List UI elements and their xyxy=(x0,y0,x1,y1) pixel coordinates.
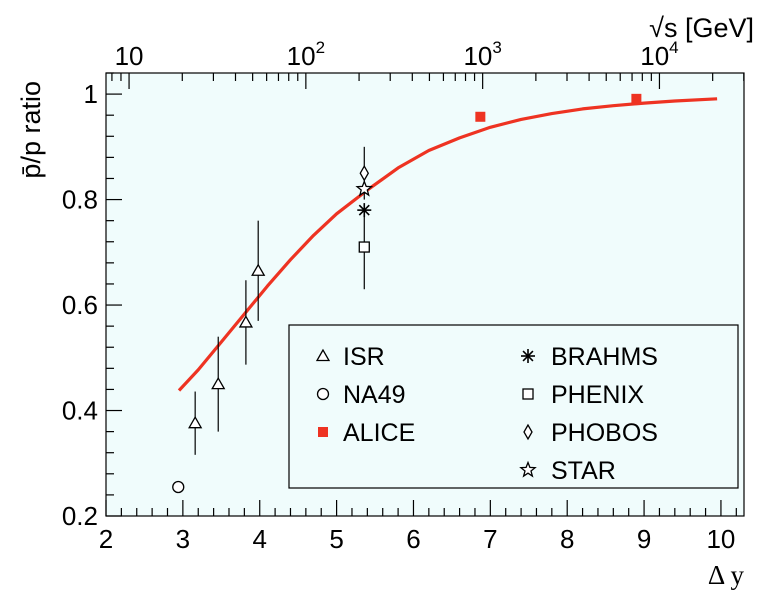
y-tick-label: 0.2 xyxy=(62,501,98,531)
y-axis-title: p̄/p ratio xyxy=(16,81,46,179)
point-phobos xyxy=(359,164,370,182)
legend-label: BRAHMS xyxy=(551,343,658,371)
x-tick-label: 7 xyxy=(483,524,497,554)
legend-label: PHOBOS xyxy=(551,419,658,447)
top-tick-exponent: 4 xyxy=(669,38,678,57)
x-tick-label: 2 xyxy=(99,524,113,554)
legend-marker-brahms xyxy=(521,349,535,363)
top-axis-title: √s [GeV] xyxy=(649,13,754,43)
asterisk-stroke xyxy=(522,350,534,362)
x-tick-label: 4 xyxy=(253,524,267,554)
legend-label: ISR xyxy=(343,343,385,371)
legend-marker-alice xyxy=(318,427,328,437)
legend-marker-phenix xyxy=(522,388,534,400)
x-tick-label: 6 xyxy=(406,524,420,554)
legend-label: PHENIX xyxy=(551,381,644,409)
top-tick-label: 103 xyxy=(463,38,501,71)
point-alice xyxy=(475,111,486,122)
fit-curve-layer xyxy=(177,97,718,392)
legend-label: STAR xyxy=(551,457,616,485)
x-tick-label: 10 xyxy=(706,524,735,554)
x-tick-label: 9 xyxy=(637,524,651,554)
x-tick-label: 5 xyxy=(329,524,343,554)
y-tick-label: 0.8 xyxy=(62,185,98,215)
top-tick-exponent: 3 xyxy=(492,38,501,57)
data-points-layer xyxy=(172,93,642,494)
legend-marker-phobos xyxy=(523,423,533,441)
legend: ISR NA49 ALICE BRAHMS PHENIX PHOBOS STAR xyxy=(288,324,739,489)
x-tick-label: 8 xyxy=(560,524,574,554)
top-tick-label: 102 xyxy=(287,38,325,71)
fit-curve xyxy=(177,97,718,392)
point-alice xyxy=(631,93,642,104)
point-brahms xyxy=(357,203,372,218)
top-tick-exponent: 2 xyxy=(316,38,325,57)
point-isr xyxy=(211,376,226,390)
legend-marker-na49 xyxy=(316,387,330,401)
legend-box xyxy=(288,324,739,489)
asterisk-stroke xyxy=(358,204,370,216)
point-isr xyxy=(188,415,203,429)
point-star xyxy=(355,179,374,197)
legend-marker-star xyxy=(519,460,537,478)
point-na49 xyxy=(172,480,185,494)
point-phenix xyxy=(358,241,370,253)
x-axis-title: Δ y xyxy=(708,560,745,590)
x-tick-label: 3 xyxy=(176,524,190,554)
y-tick-label: 1 xyxy=(84,79,98,109)
legend-label: ALICE xyxy=(343,419,415,447)
y-tick-label: 0.6 xyxy=(62,290,98,320)
point-isr xyxy=(238,315,254,328)
point-isr xyxy=(251,263,266,276)
y-tick-label: 0.4 xyxy=(62,396,98,426)
axes-layer xyxy=(105,72,745,517)
legend-marker-isr xyxy=(315,348,331,362)
legend-label: NA49 xyxy=(343,381,406,409)
top-tick-label: 10 xyxy=(115,41,144,71)
